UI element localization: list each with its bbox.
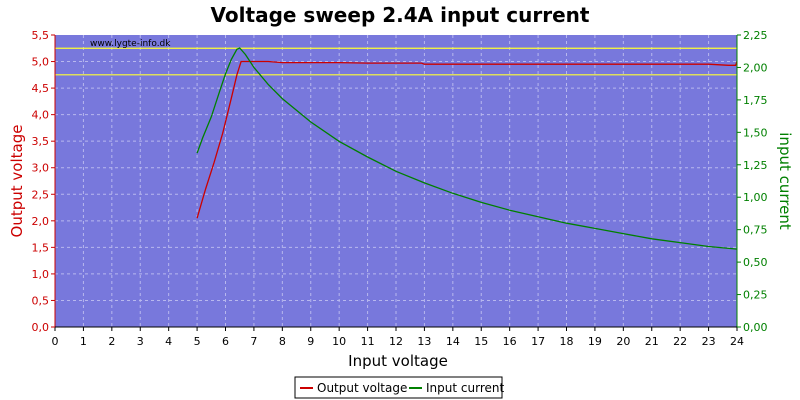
x-tick-label: 22: [673, 335, 687, 348]
y-left-tick-label: 4,5: [32, 82, 50, 95]
chart-title: Voltage sweep 2.4A input current: [211, 3, 590, 27]
x-tick-label: 19: [588, 335, 602, 348]
watermark-text: www.lygte-info.dk: [90, 39, 171, 49]
x-tick-label: 20: [616, 335, 630, 348]
x-tick-label: 10: [332, 335, 346, 348]
y-right-tick-label: 1,75: [743, 94, 768, 107]
y-right-tick-label: 0,50: [743, 256, 768, 269]
series-line-output-voltage: [196, 60, 738, 219]
y-right-axis-title: input current: [776, 132, 794, 230]
legend: Output voltage Input current: [294, 376, 504, 399]
legend-label-output-voltage: Output voltage: [317, 381, 407, 395]
y-left-tick-label: 4,0: [32, 109, 50, 122]
x-tick-label: 4: [165, 335, 172, 348]
legend-label-input-current: Input current: [426, 381, 504, 395]
legend-box: [294, 376, 503, 399]
y-right-tick-label: 0,75: [743, 224, 768, 237]
y-right-tick-label: 1,25: [743, 159, 768, 172]
y-left-tick-label: 2,0: [32, 215, 50, 228]
y-left-tick-label: 2,5: [32, 188, 50, 201]
grid-lines: [55, 35, 737, 327]
x-tick-label: 16: [503, 335, 517, 348]
x-tick-label: 14: [446, 335, 460, 348]
y-left-tick-label: 1,0: [32, 268, 50, 281]
x-tick-label: 6: [222, 335, 229, 348]
y-left-tick-label: 3,5: [32, 135, 50, 148]
x-tick-label: 1: [80, 335, 87, 348]
x-tick-label: 24: [730, 335, 744, 348]
y-left-tick-label: 0,0: [32, 321, 50, 334]
x-tick-label: 18: [560, 335, 574, 348]
x-tick-label: 15: [474, 335, 488, 348]
y-left-tick-label: 5,0: [32, 56, 50, 69]
x-tick-label: 2: [108, 335, 115, 348]
axes: 0 1 2 3 4 5 6 7 8 9 10 11 12 13 14 15 16 17 18 19 20 21 22 23 24…: [32, 29, 768, 348]
y-right-tick-label: 0,00: [743, 321, 768, 334]
y-right-tick-label: 0,25: [743, 289, 768, 302]
x-tick-label: 23: [702, 335, 716, 348]
y-left-tick-label: 5,5: [32, 29, 50, 42]
x-tick-label: 21: [645, 335, 659, 348]
x-tick-label: 3: [137, 335, 144, 348]
x-tick-label: 9: [307, 335, 314, 348]
y-right-tick-label: 1,50: [743, 126, 768, 139]
x-tick-label: 12: [389, 335, 403, 348]
y-left-tick-label: 0,5: [32, 294, 50, 307]
x-axis-title: Input voltage: [348, 352, 448, 370]
y-left-tick-label: 3,0: [32, 162, 50, 175]
x-tick-label: 0: [52, 335, 59, 348]
series-layer: [196, 47, 738, 250]
y-left-tick-label: 1,5: [32, 241, 50, 254]
x-tick-label: 8: [279, 335, 286, 348]
x-tick-label: 17: [531, 335, 545, 348]
y-right-tick-label: 1,00: [743, 191, 768, 204]
x-tick-label: 11: [361, 335, 375, 348]
y-left-axis-title: Output voltage: [8, 125, 26, 238]
y-right-tick-label: 2,25: [743, 29, 768, 42]
x-tick-label: 5: [194, 335, 201, 348]
series-line-input-current: [196, 47, 738, 250]
reference-lines: [55, 47, 737, 76]
x-tick-label: 13: [417, 335, 431, 348]
x-tick-label: 7: [250, 335, 257, 348]
y-right-tick-label: 2,00: [743, 61, 768, 74]
